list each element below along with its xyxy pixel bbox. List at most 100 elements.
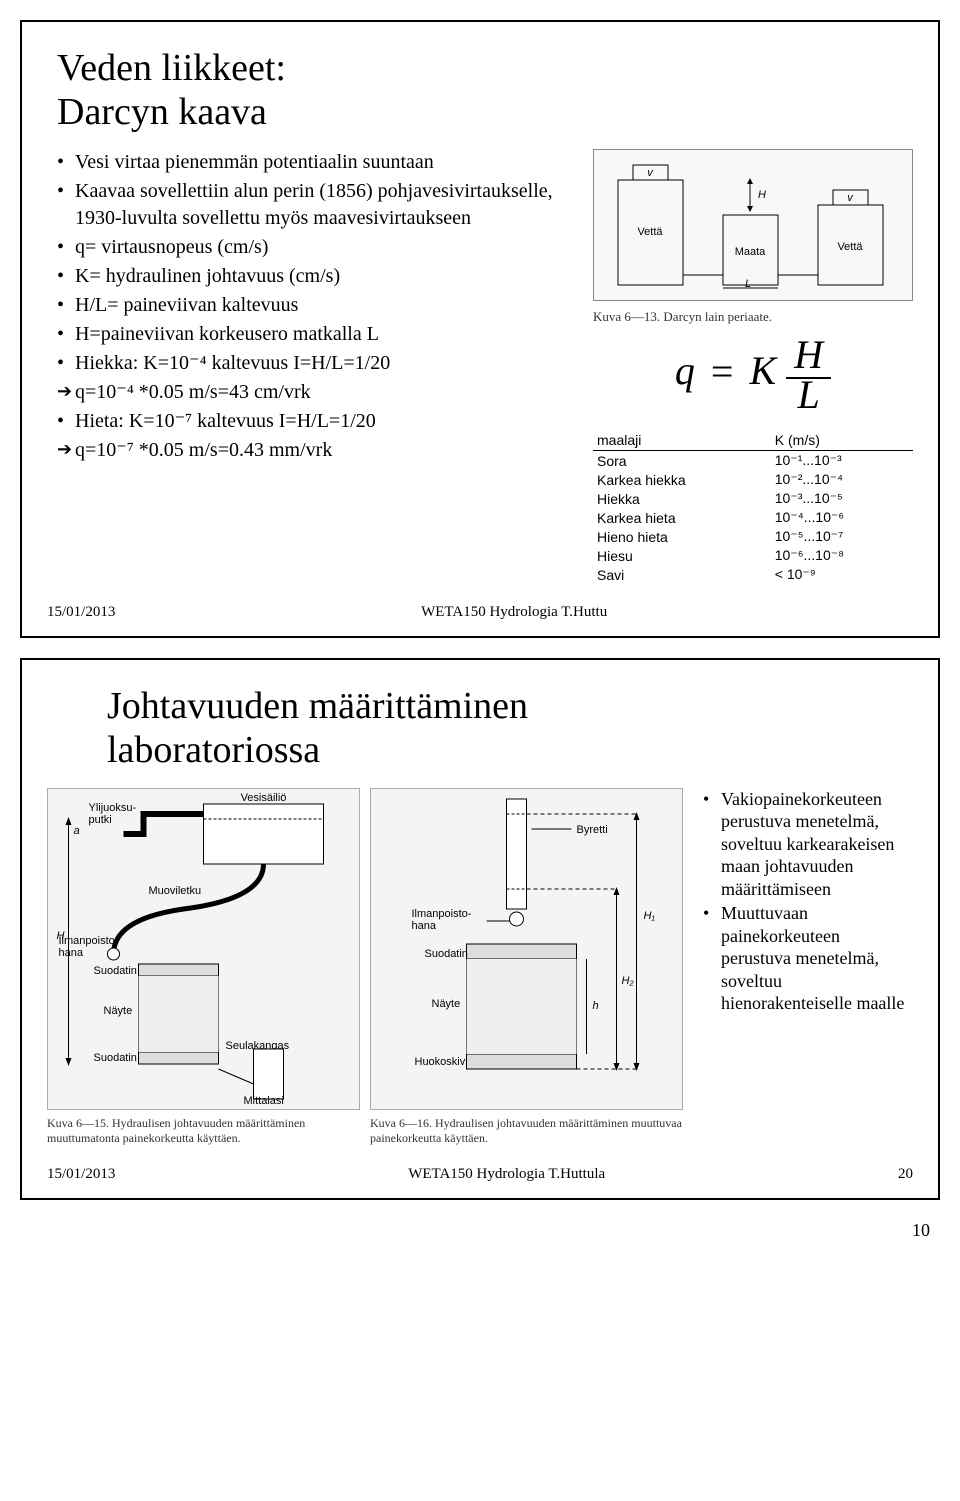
label-v-right: v: [847, 192, 854, 204]
s2-title-line2: laboratoriossa: [107, 729, 320, 771]
table-cell: Hiekka: [593, 489, 771, 508]
table-cell: 10⁻¹...10⁻³: [771, 451, 913, 471]
table-row: Hieno hieta10⁻⁵...10⁻⁷: [593, 527, 913, 546]
label-H: H: [758, 189, 766, 201]
fig1-caption: Kuva 6—15. Hydraulisen johtavuuden määri…: [47, 1116, 360, 1146]
f2-suodatin: Suodatin: [425, 948, 468, 960]
slide1-title: Veden liikkeet: Darcyn kaava: [57, 47, 913, 134]
slide2-bullet-list: Vakiopainekorkeuteen perustuva menetelmä…: [693, 788, 913, 1015]
slide2-footer: 15/01/2013 WETA150 Hydrologia T.Huttula …: [47, 1166, 913, 1183]
table-cell: 10⁻²...10⁻⁴: [771, 470, 913, 489]
darcy-diagram: Vettä Maata Vettä v v: [593, 149, 913, 301]
f1-a: a: [74, 825, 80, 837]
bullet-item: Vakiopainekorkeuteen perustuva menetelmä…: [703, 788, 913, 901]
title-line1: Veden liikkeet:: [57, 47, 286, 89]
slide-2: Johtavuuden määrittäminen laboratoriossa…: [20, 658, 940, 1199]
footer-center: WETA150 Hydrologia T.Huttu: [115, 604, 913, 621]
f1-ylijuoksu: Ylijuoksu-: [89, 802, 137, 814]
label-vetta-right: Vettä: [837, 241, 863, 253]
f2-H2: H₂: [622, 975, 635, 987]
darcy-svg: Vettä Maata Vettä v v: [603, 160, 903, 290]
f2-nayte: Näyte: [432, 998, 461, 1010]
slide-1: Veden liikkeet: Darcyn kaava Vesi virtaa…: [20, 20, 940, 638]
f2-ilman2: hana: [412, 920, 437, 932]
table-cell: Karkea hiekka: [593, 470, 771, 489]
table-cell: 10⁻⁴...10⁻⁶: [771, 508, 913, 527]
table-cell: 10⁻⁶...10⁻⁸: [771, 546, 913, 565]
f2-byretti: Byretti: [577, 824, 608, 836]
f1-vesisailio: Vesisäiliö: [241, 792, 287, 804]
formula-eq: =: [711, 349, 734, 394]
figure-2-column: Byretti Ilmanpoisto- hana Suodatin Näyte…: [370, 788, 683, 1146]
label-v-left: v: [647, 167, 654, 179]
f1-mittalasi: Mittalasi: [244, 1095, 284, 1107]
slide2-title: Johtavuuden määrittäminen laboratoriossa: [107, 685, 913, 772]
table-cell: Hiesu: [593, 546, 771, 565]
slide1-right-column: Vettä Maata Vettä v v: [593, 149, 913, 584]
slide1-body: Vesi virtaa pienemmän potentiaalin suunt…: [47, 149, 913, 584]
soil-table: maalaji K (m/s) Sora10⁻¹...10⁻³Karkea hi…: [593, 430, 913, 584]
label-vetta-left: Vettä: [637, 226, 663, 238]
table-row: Sora10⁻¹...10⁻³: [593, 451, 913, 471]
soil-header-1: K (m/s): [771, 430, 913, 451]
s2-title-line1: Johtavuuden määrittäminen: [107, 685, 528, 727]
s2-footer-page: 20: [898, 1166, 913, 1183]
bullet-item: K= hydraulinen johtavuus (cm/s): [57, 263, 578, 290]
f1-muoviletku: Muoviletku: [149, 885, 202, 897]
title-line2: Darcyn kaava: [57, 91, 267, 133]
f1-suodatin1: Suodatin: [94, 965, 137, 977]
f1-H: H: [57, 930, 65, 942]
s2-footer-center: WETA150 Hydrologia T.Huttula: [115, 1166, 898, 1183]
f1-nayte: Näyte: [104, 1005, 133, 1017]
table-cell: < 10⁻⁹: [771, 565, 913, 584]
fig2-svg: Byretti Ilmanpoisto- hana Suodatin Näyte…: [371, 789, 682, 1109]
f2-ilman1: Ilmanpoisto-: [412, 908, 472, 920]
fig2-caption: Kuva 6—16. Hydraulisen johtavuuden määri…: [370, 1116, 683, 1146]
page-number: 10: [0, 1220, 930, 1241]
table-cell: 10⁻⁵...10⁻⁷: [771, 527, 913, 546]
f1-ylijuoksu2: putki: [89, 814, 112, 826]
bullet-item: Hieta: K=10⁻⁷ kaltevuus I=H/L=1/20: [57, 408, 578, 435]
f1-suodatin2: Suodatin: [94, 1052, 137, 1064]
label-maata: Maata: [735, 246, 766, 258]
table-cell: Karkea hieta: [593, 508, 771, 527]
table-cell: Savi: [593, 565, 771, 584]
soil-header-0: maalaji: [593, 430, 771, 451]
darcy-formula: q = K H L: [593, 335, 913, 415]
label-L: L: [745, 278, 751, 290]
bullet-item: Hiekka: K=10⁻⁴ kaltevuus I=H/L=1/20: [57, 350, 578, 377]
footer-date: 15/01/2013: [47, 604, 115, 621]
f2-huokoskivi: Huokoskivi: [415, 1056, 468, 1068]
slide1-bullet-list: Vesi virtaa pienemmän potentiaalin suunt…: [47, 149, 578, 464]
table-cell: 10⁻³...10⁻⁵: [771, 489, 913, 508]
formula-K: K: [749, 349, 776, 394]
table-row: Karkea hiekka10⁻²...10⁻⁴: [593, 470, 913, 489]
table-row: Hiesu10⁻⁶...10⁻⁸: [593, 546, 913, 565]
figure-1-column: Vesisäiliö Ylijuoksu- putki a Muoviletku…: [47, 788, 360, 1146]
f2-H1: H₁: [644, 910, 656, 922]
bullet-item: H=paineviivan korkeusero matkalla L: [57, 321, 578, 348]
slide2-body: Vesisäiliö Ylijuoksu- putki a Muoviletku…: [47, 788, 913, 1146]
bullet-item: q=10⁻⁴ *0.05 m/s=43 cm/vrk: [57, 379, 578, 406]
f1-ilman1: Ilmanpoisto-: [59, 935, 119, 947]
bullet-item: q=10⁻⁷ *0.05 m/s=0.43 mm/vrk: [57, 437, 578, 464]
figure-2: Byretti Ilmanpoisto- hana Suodatin Näyte…: [370, 788, 683, 1110]
formula-fraction: H L: [786, 335, 831, 415]
diagram-caption: Kuva 6—13. Darcyn lain periaate.: [593, 309, 913, 325]
bullet-item: H/L= paineviivan kaltevuus: [57, 292, 578, 319]
table-row: Karkea hieta10⁻⁴...10⁻⁶: [593, 508, 913, 527]
f1-ilman2: hana: [59, 947, 84, 959]
table-row: Hiekka10⁻³...10⁻⁵: [593, 489, 913, 508]
f2-h: h: [593, 1000, 599, 1012]
table-row: Savi< 10⁻⁹: [593, 565, 913, 584]
formula-q: q: [675, 349, 695, 394]
bullet-item: Muuttuvaan painekorkeuteen perustuva men…: [703, 902, 913, 1015]
slide1-footer: 15/01/2013 WETA150 Hydrologia T.Huttu: [47, 604, 913, 621]
table-cell: Hieno hieta: [593, 527, 771, 546]
bullet-item: Vesi virtaa pienemmän potentiaalin suunt…: [57, 149, 578, 176]
slide2-right-text: Vakiopainekorkeuteen perustuva menetelmä…: [693, 788, 913, 1146]
s2-footer-date: 15/01/2013: [47, 1166, 115, 1183]
bullet-item: Kaavaa sovellettiin alun perin (1856) po…: [57, 178, 578, 232]
figure-1: Vesisäiliö Ylijuoksu- putki a Muoviletku…: [47, 788, 360, 1110]
fig1-svg: Vesisäiliö Ylijuoksu- putki a Muoviletku…: [48, 789, 359, 1109]
